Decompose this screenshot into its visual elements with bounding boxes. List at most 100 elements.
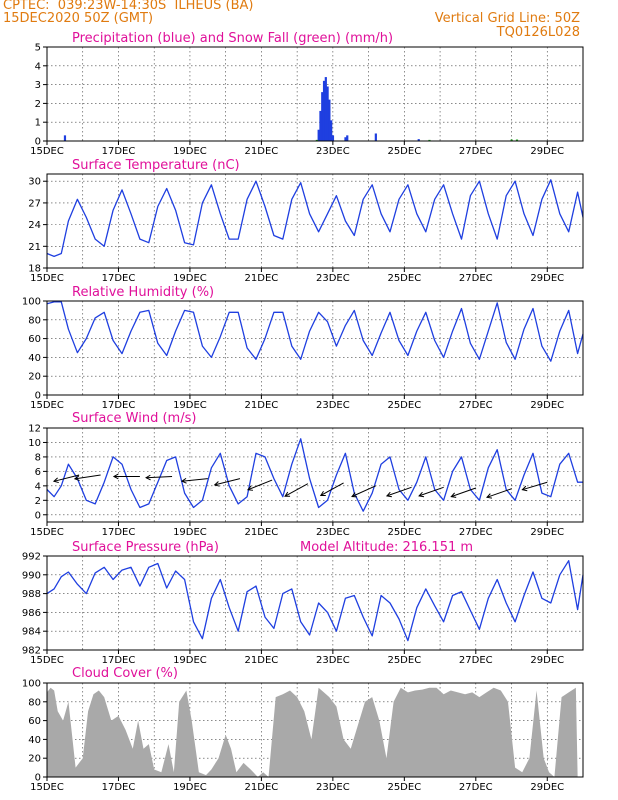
cloud-frame bbox=[46, 682, 584, 778]
x-tick-label: 27DEC bbox=[459, 527, 493, 538]
x-tick-label: 25DEC bbox=[387, 527, 421, 538]
y-tick-label: 0 bbox=[35, 137, 41, 148]
y-tick-label: 40 bbox=[28, 353, 41, 364]
y-tick-label: 5 bbox=[35, 43, 41, 54]
x-tick-label: 21DEC bbox=[245, 782, 279, 793]
y-tick-label: 24 bbox=[28, 220, 41, 231]
y-tick-label: 27 bbox=[28, 198, 41, 209]
x-tick-label: 25DEC bbox=[387, 400, 421, 411]
x-tick-label: 17DEC bbox=[102, 273, 136, 284]
x-tick-label: 15DEC bbox=[30, 655, 64, 666]
wind-arrow-head bbox=[180, 477, 187, 484]
y-tick-label: 988 bbox=[22, 589, 41, 600]
precip-bar bbox=[374, 133, 377, 141]
x-tick-label: 27DEC bbox=[459, 273, 493, 284]
wind-arrow bbox=[386, 486, 412, 497]
humidity-panel-title: Relative Humidity (%) bbox=[72, 285, 214, 300]
x-tick-label: 19DEC bbox=[173, 400, 207, 411]
pressure-panel: Surface Pressure (hPa) Model Altitude: 2… bbox=[22, 540, 584, 666]
x-tick-label: 15DEC bbox=[30, 527, 64, 538]
pres-line bbox=[46, 560, 584, 642]
x-tick-label: 17DEC bbox=[102, 146, 136, 157]
x-tick-label: 15DEC bbox=[30, 400, 64, 411]
wind-arrow bbox=[418, 486, 444, 497]
precip-bar bbox=[324, 77, 327, 141]
x-tick-label: 23DEC bbox=[316, 527, 350, 538]
wind-arrow bbox=[320, 482, 344, 496]
header-model-code: TQ0126L028 bbox=[496, 25, 580, 40]
x-tick-label: 27DEC bbox=[459, 655, 493, 666]
pressure-panel-title: Surface Pressure (hPa) bbox=[72, 540, 219, 555]
cloud-cover-panel: Cloud Cover (%) 0 20 40 60 80 100 15DEC 17DEC 19… bbox=[22, 666, 584, 793]
pres-grid bbox=[47, 556, 583, 650]
precip-bar bbox=[346, 135, 349, 141]
y-tick-label: 0 bbox=[35, 510, 41, 521]
wind-arrow-head bbox=[247, 485, 254, 491]
x-tick-label: 29DEC bbox=[530, 782, 564, 793]
wind-arrow bbox=[522, 481, 548, 491]
x-tick-label: 19DEC bbox=[173, 146, 207, 157]
wind-arrow-head bbox=[385, 491, 392, 498]
x-tick-label: 21DEC bbox=[245, 400, 279, 411]
x-tick-label: 19DEC bbox=[173, 782, 207, 793]
y-tick-label: 4 bbox=[35, 61, 41, 72]
wind-arrow bbox=[181, 478, 208, 482]
x-tick-label: 23DEC bbox=[316, 273, 350, 284]
precip-bar bbox=[417, 139, 420, 141]
x-tick-label: 27DEC bbox=[459, 146, 493, 157]
x-tick-label: 19DEC bbox=[173, 273, 207, 284]
wind-frame bbox=[46, 427, 584, 523]
x-tick-label: 15DEC bbox=[30, 273, 64, 284]
x-tick-label: 25DEC bbox=[387, 146, 421, 157]
y-tick-label: 20 bbox=[28, 372, 41, 383]
y-tick-label: 100 bbox=[22, 297, 41, 308]
wind-arrow-head bbox=[319, 490, 326, 496]
y-tick-label: 992 bbox=[22, 552, 41, 563]
x-tick-label: 23DEC bbox=[316, 655, 350, 666]
y-tick-label: 80 bbox=[28, 697, 41, 708]
x-tick-label: 19DEC bbox=[173, 655, 207, 666]
y-tick-label: 40 bbox=[28, 735, 41, 746]
wind-arrow bbox=[284, 483, 309, 497]
x-tick-label: 17DEC bbox=[102, 655, 136, 666]
wind-arrow bbox=[247, 479, 273, 491]
model-altitude-label: Model Altitude: 216.151 m bbox=[300, 540, 473, 555]
x-tick-label: 17DEC bbox=[102, 527, 136, 538]
temperature-panel-title: Surface Temperature (nC) bbox=[72, 158, 240, 173]
y-tick-label: 986 bbox=[22, 608, 41, 619]
rh-line bbox=[46, 301, 584, 362]
y-tick-label: 984 bbox=[22, 627, 41, 638]
wind-panel: Surface Wind (m/s) 0 2 4 6 8 10 12 15DEC 17DEC 19… bbox=[28, 411, 584, 538]
x-tick-label: 23DEC bbox=[316, 782, 350, 793]
y-tick-label: 2 bbox=[35, 99, 41, 110]
temp-grid bbox=[47, 174, 583, 268]
y-tick-label: 30 bbox=[28, 177, 41, 188]
x-tick-label: 29DEC bbox=[530, 273, 564, 284]
precip-bar bbox=[328, 99, 331, 141]
y-tick-label: 60 bbox=[28, 334, 41, 345]
precip-bar bbox=[322, 80, 326, 141]
x-tick-label: 21DEC bbox=[245, 146, 279, 157]
wind-arrow bbox=[486, 488, 512, 498]
wind-arrow-head bbox=[450, 492, 457, 498]
y-tick-label: 2 bbox=[35, 496, 41, 507]
snow-bar bbox=[515, 139, 519, 141]
cloud-cover-area bbox=[47, 687, 578, 777]
y-tick-label: 18 bbox=[28, 264, 41, 275]
wind-arrow-head bbox=[521, 485, 528, 492]
wind-panel-title: Surface Wind (m/s) bbox=[72, 411, 196, 426]
y-tick-label: 100 bbox=[22, 679, 41, 690]
snow-bar bbox=[428, 139, 431, 141]
x-tick-label: 29DEC bbox=[530, 146, 564, 157]
wind-arrow bbox=[214, 478, 241, 486]
precip-panel: Precipitation (blue) and Snow Fall (gree… bbox=[30, 31, 584, 157]
wind-arrow bbox=[351, 485, 376, 497]
wind-arrow-head bbox=[145, 474, 151, 481]
x-tick-label: 25DEC bbox=[387, 655, 421, 666]
wind-line bbox=[46, 438, 583, 512]
rh-grid bbox=[47, 301, 583, 395]
x-tick-label: 17DEC bbox=[102, 400, 136, 411]
y-tick-label: 12 bbox=[28, 424, 41, 435]
humidity-panel: Relative Humidity (%) 0 20 40 60 80 100 15DEC 1… bbox=[22, 285, 584, 411]
wind-arrow-head bbox=[351, 492, 358, 498]
